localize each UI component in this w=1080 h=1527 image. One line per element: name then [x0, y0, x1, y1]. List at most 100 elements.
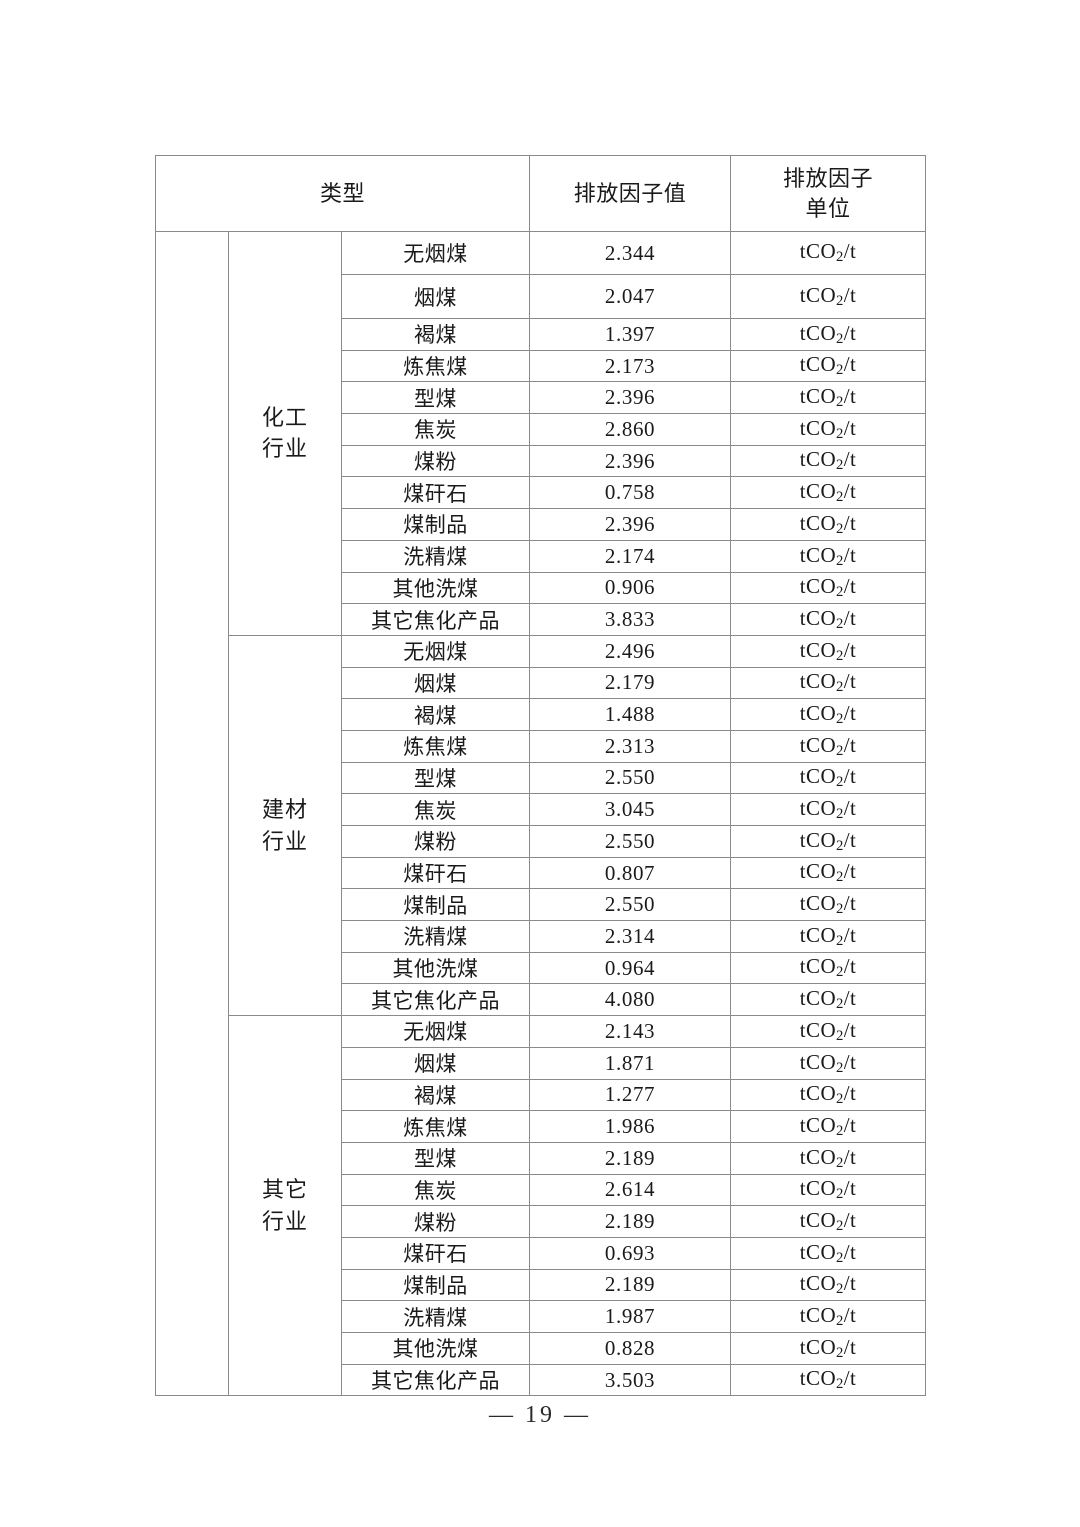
table-row: 煤制品 2.396 tCO2/t — [156, 508, 927, 541]
emission-factor-value-cell: 0.906 — [529, 571, 732, 605]
table-row: 烟煤 2.179 tCO2/t — [156, 666, 927, 700]
unit-subscript: 2 — [836, 1281, 844, 1298]
industry-label-line-1: 建材 — [261, 796, 308, 822]
header-unit-line-2: 单位 — [805, 195, 851, 221]
header-type: 类型 — [154, 155, 531, 232]
unit-prefix: tCO — [799, 282, 837, 307]
table-row: 其他洗煤 0.964 tCO2/t — [156, 951, 927, 985]
fuel-type-cell: 洗精煤 — [340, 539, 531, 573]
unit-subscript: 2 — [836, 1313, 844, 1330]
emission-factor-unit-cell: tCO2/t — [730, 761, 927, 795]
unit-prefix: tCO — [799, 1081, 837, 1106]
unit-prefix: tCO — [799, 1271, 837, 1296]
unit-subscript: 2 — [836, 552, 844, 569]
emission-factor-unit-cell: tCO2/t — [730, 508, 927, 541]
unit-subscript: 2 — [836, 774, 844, 791]
fuel-type-cell: 煤矸石 — [340, 856, 531, 890]
unit-prefix: tCO — [799, 796, 837, 821]
emission-factor-unit-cell: tCO2/t — [730, 698, 927, 731]
unit-suffix: /t — [843, 796, 857, 821]
emission-factor-unit-cell: tCO2/t — [730, 1363, 927, 1397]
unit-suffix: /t — [843, 384, 857, 409]
emission-factor-value-cell: 2.396 — [529, 508, 732, 541]
table-row: 煤矸石 0.693 tCO2/t — [156, 1236, 927, 1270]
unit-suffix: /t — [843, 282, 857, 307]
unit-prefix: tCO — [799, 415, 837, 440]
table-body: 化工 行业 无烟煤 2.344 tCO2/t 烟煤 2.047 tCO2/t 褐煤 1.397 tC… — [155, 230, 927, 1397]
table-row: 其他洗煤 0.906 tCO2/t — [156, 571, 927, 605]
unit-subscript: 2 — [836, 584, 844, 601]
emission-factor-unit-cell: tCO2/t — [730, 571, 927, 605]
emission-factor-value-cell: 2.550 — [529, 888, 732, 922]
table-row: 褐煤 1.488 tCO2/t — [156, 698, 927, 731]
unit-prefix: tCO — [799, 384, 837, 409]
emission-factor-value-cell: 3.045 — [529, 793, 732, 826]
unit-suffix: /t — [843, 542, 857, 567]
table-row: 化工 行业 无烟煤 2.344 tCO2/t — [155, 230, 927, 1397]
emission-factor-unit-cell: tCO2/t — [730, 1110, 927, 1143]
industry-label-line-1: 其它 — [261, 1176, 308, 1202]
table-row: 炼焦煤 2.173 tCO2/t — [156, 349, 927, 383]
unit-subscript: 2 — [836, 1123, 844, 1140]
emission-factor-value-cell: 2.614 — [529, 1173, 732, 1207]
fuel-type-cell: 无烟煤 — [340, 231, 531, 275]
fuel-type-cell: 炼焦煤 — [340, 349, 531, 383]
unit-suffix: /t — [843, 954, 857, 979]
fuel-type-cell: 其它焦化产品 — [340, 983, 531, 1017]
emission-factor-unit-cell: tCO2/t — [730, 1332, 927, 1365]
unit-suffix: /t — [843, 239, 857, 264]
table-row: 其他洗煤 0.828 tCO2/t — [156, 1332, 927, 1365]
unit-prefix: tCO — [799, 764, 837, 789]
emission-factor-unit-cell: tCO2/t — [730, 539, 927, 573]
industry-group-label: 建材 行业 — [228, 634, 342, 1017]
table-header-row: 类型 排放因子值 排放因子 单位 — [154, 155, 927, 232]
fuel-type-cell: 无烟煤 — [340, 634, 531, 668]
unit-prefix: tCO — [799, 605, 837, 630]
emission-factor-value-cell: 0.828 — [529, 1332, 732, 1365]
emission-factor-value-cell: 1.277 — [529, 1078, 732, 1112]
unit-prefix: tCO — [799, 239, 837, 264]
fuel-type-cell: 其他洗煤 — [340, 951, 531, 985]
unit-suffix: /t — [843, 827, 857, 852]
unit-subscript: 2 — [836, 489, 844, 506]
unit-subscript: 2 — [836, 964, 844, 981]
unit-suffix: /t — [843, 479, 857, 504]
unit-prefix: tCO — [799, 1049, 837, 1074]
fuel-type-cell: 其它焦化产品 — [340, 1363, 531, 1397]
table-row: 建材 行业 无烟煤 2.496 tCO2/t — [156, 634, 927, 1017]
emission-factor-value-cell: 1.488 — [529, 698, 732, 731]
table-row: 洗精煤 2.174 tCO2/t — [156, 539, 927, 573]
emission-factor-unit-cell: tCO2/t — [730, 1141, 927, 1175]
table-row: 褐煤 1.397 tCO2/t — [156, 318, 927, 351]
fuel-type-cell: 型煤 — [340, 1141, 531, 1175]
unit-prefix: tCO — [799, 1207, 837, 1232]
unit-prefix: tCO — [799, 954, 837, 979]
emission-factor-unit-cell: tCO2/t — [730, 983, 927, 1017]
unit-suffix: /t — [843, 637, 857, 662]
unit-prefix: tCO — [799, 510, 837, 535]
emission-factor-unit-cell: tCO2/t — [730, 634, 927, 668]
unit-subscript: 2 — [836, 901, 844, 918]
table-row: 煤粉 2.189 tCO2/t — [156, 1205, 927, 1238]
unit-subscript: 2 — [836, 1249, 844, 1266]
unit-subscript: 2 — [836, 1059, 844, 1076]
unit-suffix: /t — [843, 1271, 857, 1296]
unit-prefix: tCO — [799, 1144, 837, 1169]
unit-suffix: /t — [843, 1334, 857, 1359]
emission-factor-unit-cell: tCO2/t — [730, 666, 927, 700]
unit-suffix: /t — [843, 669, 857, 694]
fuel-type-cell: 焦炭 — [340, 793, 531, 826]
unit-suffix: /t — [843, 1081, 857, 1106]
unit-prefix: tCO — [799, 891, 837, 916]
table-row: 洗精煤 1.987 tCO2/t — [156, 1300, 927, 1333]
emission-factor-unit-cell: tCO2/t — [730, 444, 927, 478]
emission-factor-value-cell: 2.396 — [529, 381, 732, 415]
unit-prefix: tCO — [799, 320, 837, 345]
fuel-type-cell: 煤制品 — [340, 1268, 531, 1302]
unit-prefix: tCO — [799, 1366, 837, 1391]
unit-subscript: 2 — [836, 1218, 844, 1235]
fuel-type-cell: 煤粉 — [340, 825, 531, 858]
unit-suffix: /t — [843, 859, 857, 884]
fuel-type-cell: 煤粉 — [340, 1205, 531, 1238]
unit-subscript: 2 — [836, 742, 844, 759]
